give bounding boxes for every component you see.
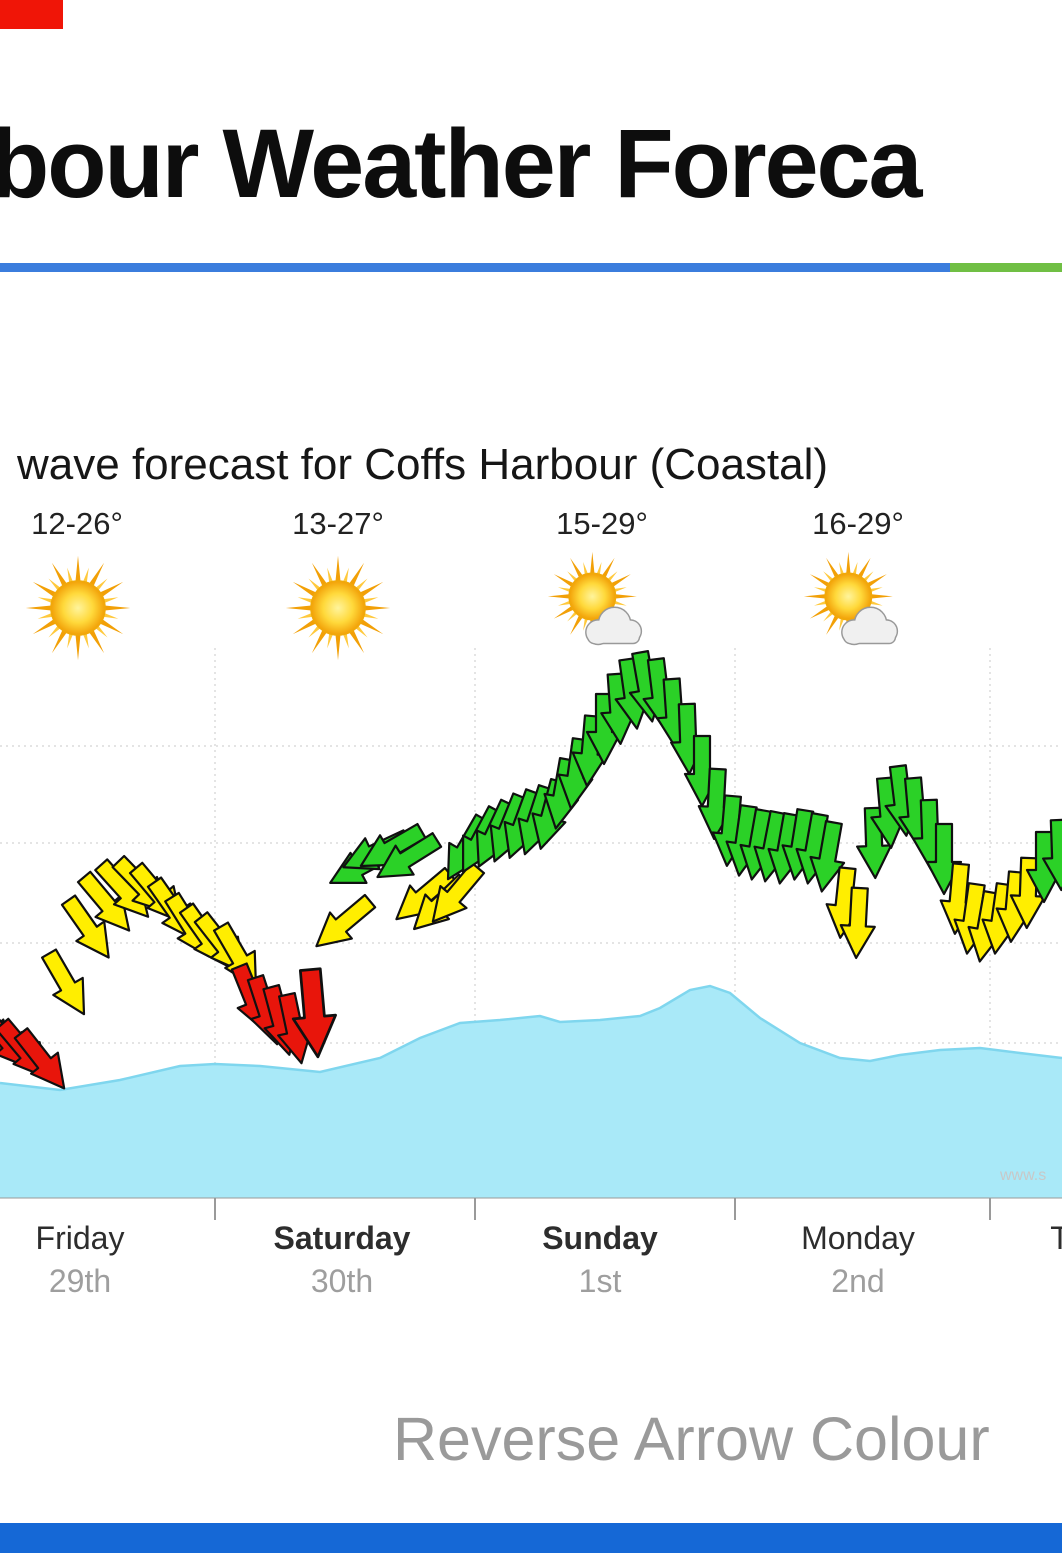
partly-cloudy-icon: [803, 551, 899, 646]
sunny-icon: [285, 555, 391, 661]
day-label: Monday: [801, 1220, 915, 1256]
chart-heading: wave forecast for Coffs Harbour (Coastal…: [17, 440, 829, 489]
day-label: Sunday: [542, 1220, 658, 1256]
day-label: T: [1050, 1220, 1062, 1256]
wind-arrows: [0, 650, 1062, 1090]
divider-blue-segment: [0, 263, 950, 272]
day-label: Friday: [35, 1220, 125, 1256]
day-date: 29th: [48, 1263, 112, 1299]
day-date: 1st: [578, 1263, 622, 1299]
day-temp-range: 13-27°: [292, 506, 384, 541]
bottom-bar: [0, 1523, 1062, 1553]
day-temp-range: 12-26°: [31, 506, 123, 541]
wave-height-area: [0, 984, 1062, 1198]
status-badge-red: [0, 0, 63, 29]
reverse-arrow-colour-link[interactable]: Reverse Arrow Colour: [393, 1405, 990, 1473]
day-label: Saturday: [273, 1220, 411, 1256]
chart-gridlines: [0, 648, 1062, 1198]
day-date: 2nd: [831, 1263, 885, 1299]
wind-wave-chart: www.s: [0, 648, 1062, 1220]
chart-axis: [0, 1197, 1062, 1220]
divider-green-segment: [950, 263, 1062, 272]
chart-watermark: www.s: [999, 1167, 1046, 1184]
day-temp-range: 15-29°: [556, 506, 648, 541]
day-date: 30th: [310, 1263, 374, 1299]
partly-cloudy-icon: [547, 551, 643, 646]
sunny-icon: [25, 555, 131, 661]
title-divider: [0, 263, 1062, 272]
day-temp-range: 16-29°: [812, 506, 904, 541]
page-title: bour Weather Foreca: [0, 109, 922, 218]
